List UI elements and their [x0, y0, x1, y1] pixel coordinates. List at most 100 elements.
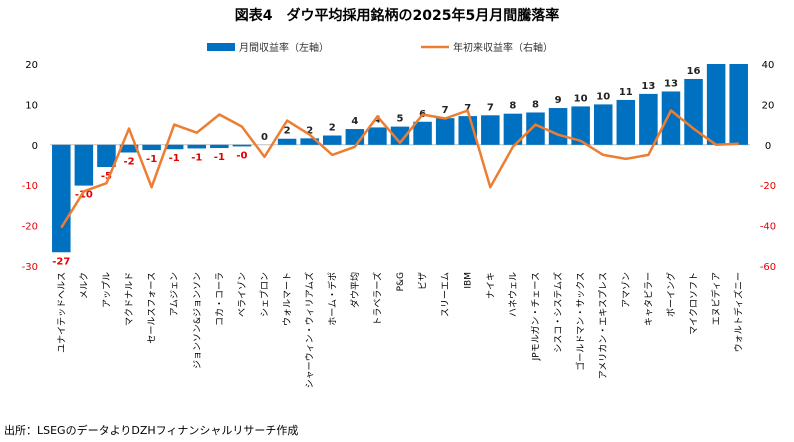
category-label-17: スリーエム [440, 272, 451, 317]
category-label-14: トラベラーズ [371, 272, 383, 326]
source-note: 出所：LSEGのデータよりDZHフィナンシャルリサーチ作成 [4, 424, 299, 437]
category-label-23: ゴールドマン・サックス [575, 272, 587, 371]
bar-data-label-9: 0 [261, 132, 268, 143]
chart-title: 図表4 ダウ平均採用銘柄の2025年5月月間騰落率 [235, 7, 559, 24]
bar-data-label-10: 2 [284, 126, 291, 137]
bar-data-label-21: 8 [532, 99, 539, 110]
bar-4 [142, 144, 161, 151]
bar-data-label-5: -1 [169, 153, 180, 164]
bar-28 [684, 78, 703, 145]
right-axis-tick-2: -20 [760, 181, 776, 192]
category-label-16: ビザ [418, 272, 429, 290]
bar-data-label-13: 4 [351, 116, 358, 127]
bar-19 [481, 115, 500, 145]
right-axis-tick-0: -60 [760, 262, 776, 273]
bar-data-label-11: 2 [306, 125, 313, 136]
category-label-11: シャーウィン・ウィリアムズ [304, 272, 316, 388]
bar-20 [503, 113, 523, 145]
category-label-4: セールスフォース [147, 272, 158, 344]
category-label-13: ダウ平均 [349, 272, 361, 308]
left-axis-tick-5: 20 [25, 60, 38, 71]
bar-data-label-14: 4 [374, 114, 381, 125]
bar-data-label-28: 16 [687, 66, 701, 77]
category-label-20: ハネウェル [508, 272, 519, 317]
category-label-8: ベライゾン [237, 272, 248, 317]
bar-data-label-27: 13 [664, 78, 678, 89]
left-axis-tick-3: 0 [32, 141, 38, 152]
bar-data-label-4: -1 [146, 154, 157, 165]
category-label-28: マイクロソフト [689, 272, 700, 335]
bar-data-label-24: 10 [596, 91, 610, 102]
bar-30 [729, 64, 748, 145]
bar-data-label-17: 7 [442, 105, 449, 116]
bar-data-label-0: -27 [52, 256, 70, 267]
bar-data-label-6: -1 [191, 152, 202, 163]
left-axis-tick-4: 10 [25, 100, 38, 111]
bar-27 [661, 91, 681, 145]
bar-14 [368, 127, 387, 145]
bar-data-label-19: 7 [487, 102, 494, 113]
category-label-30: ウォルトディズニー [733, 272, 745, 352]
bar-data-label-23: 10 [574, 93, 588, 104]
right-axis-tick-1: -40 [760, 222, 776, 233]
bar-7 [210, 144, 229, 149]
legend-line-label: 年初来収益率（右軸） [453, 41, 553, 54]
category-label-25: アマゾン [621, 272, 632, 308]
category-label-19: ナイキ [485, 272, 496, 299]
bar-data-label-25: 11 [619, 87, 633, 98]
bar-1 [74, 144, 94, 186]
bar-22 [548, 108, 568, 145]
category-label-2: アップル [101, 272, 112, 308]
bar-data-label-7: -1 [214, 152, 225, 163]
category-label-21: JPモルガン・チェース [530, 272, 541, 361]
bar-data-label-26: 13 [641, 81, 655, 92]
category-label-0: ユナイテッドヘルス [56, 272, 67, 353]
category-label-29: エヌビディア [710, 272, 722, 325]
bar-23 [571, 106, 590, 145]
bar-data-label-20: 8 [509, 101, 516, 112]
category-label-10: ウォルマート [282, 272, 293, 326]
category-label-12: ホーム・デポ [326, 272, 338, 326]
bar-data-label-2: -5 [101, 171, 112, 182]
category-label-18: IBM [464, 272, 474, 289]
category-label-1: メルク [79, 272, 90, 299]
bar-10 [277, 138, 297, 145]
left-axis-tick-2: -10 [22, 181, 38, 192]
category-label-26: キャタピラー [643, 272, 654, 326]
bar-data-label-22: 9 [555, 95, 562, 106]
bar-25 [616, 99, 636, 145]
bar-data-label-8: -0 [236, 150, 247, 161]
bar-24 [593, 104, 613, 145]
category-label-9: シェブロン [259, 272, 271, 317]
right-axis-tick-5: 40 [762, 60, 775, 71]
legend: 月間収益率（左軸） 年初来収益率（右軸） [207, 41, 553, 54]
category-label-24: アメリカン・エキスプレス [598, 272, 609, 379]
category-label-6: ジョンソン&ジョンソン [193, 272, 203, 369]
bar-17 [435, 118, 455, 145]
category-label-27: ボーイング [665, 272, 677, 317]
bar-data-label-12: 2 [329, 123, 336, 134]
bar-21 [526, 112, 545, 145]
bar-6 [187, 144, 207, 149]
bar-8 [232, 144, 252, 147]
bar-data-label-1: -10 [75, 190, 93, 201]
bar-16 [413, 121, 432, 145]
bar-0 [52, 144, 71, 253]
category-label-3: マクドナルド [124, 272, 135, 326]
left-axis-tick-1: -20 [22, 222, 38, 233]
category-label-5: アムジェン [169, 272, 180, 316]
right-axis-tick-4: 20 [762, 100, 775, 111]
bar-29 [706, 64, 726, 145]
bar-3 [119, 144, 139, 153]
legend-bar-label: 月間収益率（左軸） [239, 41, 329, 54]
bar-data-label-15: 5 [397, 114, 404, 125]
bar-data-label-18: 7 [464, 103, 471, 114]
bar-2 [97, 144, 116, 168]
legend-bar-swatch [207, 43, 235, 51]
bar-data-label-3: -2 [123, 156, 134, 167]
category-label-22: シスコ・システムズ [552, 272, 564, 353]
bar-15 [390, 126, 410, 145]
category-label-7: コカ・コーラ [214, 272, 225, 326]
left-axis-tick-0: -30 [22, 262, 38, 273]
